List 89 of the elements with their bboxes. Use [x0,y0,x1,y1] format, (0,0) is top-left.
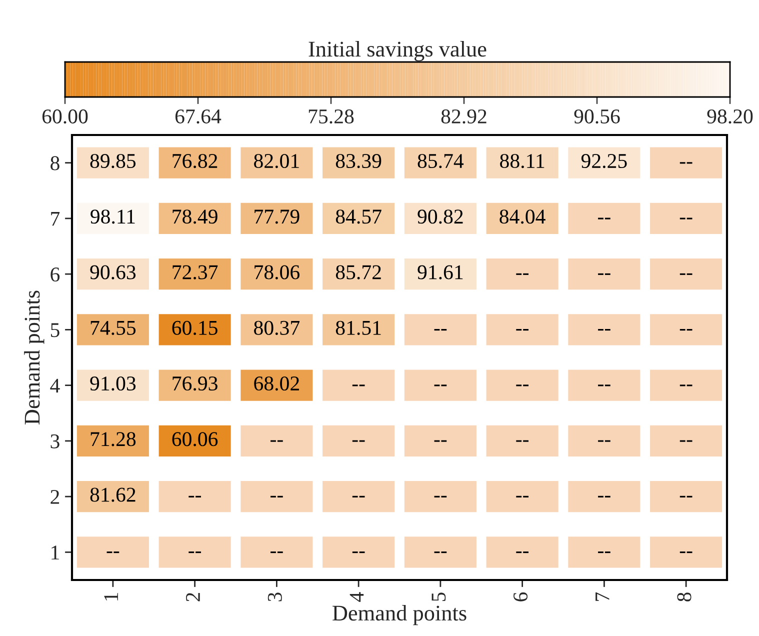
text: -- [680,329,692,331]
data-label: 81.51 [336,320,381,335]
text: -- [680,218,692,220]
data-label: 91.03 [90,376,136,391]
text: -- [680,384,692,386]
text: -- [106,552,120,554]
color-bar-title: Initial savings value [308,41,486,62]
text: -- [434,384,447,386]
data-label: 74.55 [90,320,136,335]
text: -- [516,384,528,386]
y-tick-label: 4 [50,378,60,393]
y-tick-label: 1 [52,546,59,560]
color-bar-label: 90.56 [574,109,620,124]
data-label: 91.61 [418,265,463,280]
text: -- [516,273,528,275]
text: -- [516,440,528,442]
text: -- [434,496,447,498]
text: -- [598,329,610,331]
data-label: 98.11 [90,210,135,224]
x-tick-label: 3 [268,592,282,602]
text: -- [352,496,365,498]
y-tick-label: 5 [50,323,60,338]
data-label: 85.72 [336,265,381,280]
text: -- [270,496,283,498]
data-label: 82.01 [254,154,299,168]
data-label: 76.82 [172,154,218,168]
color-bar-label: 98.20 [707,109,753,124]
text: -- [434,552,447,554]
x-tick-label: 4 [350,592,364,602]
data-label: 76.93 [172,376,218,391]
text: -- [680,496,692,498]
text: -- [598,384,610,386]
text: -- [598,496,610,498]
data-label: 78.49 [172,210,218,224]
data-label: 90.63 [90,265,136,280]
data-label: 68.02 [254,376,299,391]
y-axis-title: Demand points [24,290,44,424]
data-label: 92.25 [581,154,627,168]
y-tick-label: 2 [50,490,60,504]
text: -- [680,552,692,554]
text: -- [434,329,447,331]
x-tick-label: 5 [432,592,446,602]
text: -- [188,496,201,498]
x-tick-label: 7 [596,592,610,601]
data-label: 81.62 [90,488,136,502]
x-tick-label: 6 [514,592,528,602]
text: -- [680,273,692,275]
text: -- [680,162,692,164]
x-axis-title: Demand points [332,605,466,626]
data-label: 83.39 [336,154,382,168]
y-tick-label: 8 [50,156,60,170]
text: -- [270,440,283,442]
color-bar-label: 60.00 [42,109,88,124]
y-tick-label: 7 [51,212,60,226]
text: -- [352,440,365,442]
data-label: 88.11 [500,154,544,168]
data-label: 80.37 [254,320,300,335]
data-label: 72.37 [172,265,218,280]
y-tick-label: 3 [50,434,60,448]
data-label: 84.57 [336,210,382,224]
text: -- [598,552,610,554]
x-tick-label: 8 [677,592,692,602]
data-label: 84.04 [500,210,546,224]
text: -- [680,440,692,442]
x-tick-label: 1 [104,593,118,600]
data-label: 60.15 [172,320,218,335]
data-label: 90.82 [418,210,463,224]
text: -- [516,496,528,498]
text: -- [598,218,610,220]
text: -- [598,440,610,442]
data-label: 89.85 [90,154,136,168]
text: -- [516,552,528,554]
text: -- [516,329,528,331]
text: -- [352,552,365,554]
data-label: 77.79 [254,210,300,224]
data-label: 85.74 [418,154,464,168]
data-label: 71.28 [90,432,136,446]
data-label: 60.06 [172,432,218,446]
text: -- [598,273,610,275]
data-label: 78.06 [254,265,300,280]
text: -- [434,440,447,442]
text: -- [270,552,283,554]
y-tick-label: 6 [50,267,60,282]
color-bar-label: 67.64 [175,109,222,124]
color-bar-label: 75.28 [308,109,354,124]
x-tick-label: 2 [186,592,200,602]
color-bar-label: 82.92 [441,109,486,124]
text: -- [352,384,365,386]
text: -- [188,552,201,554]
